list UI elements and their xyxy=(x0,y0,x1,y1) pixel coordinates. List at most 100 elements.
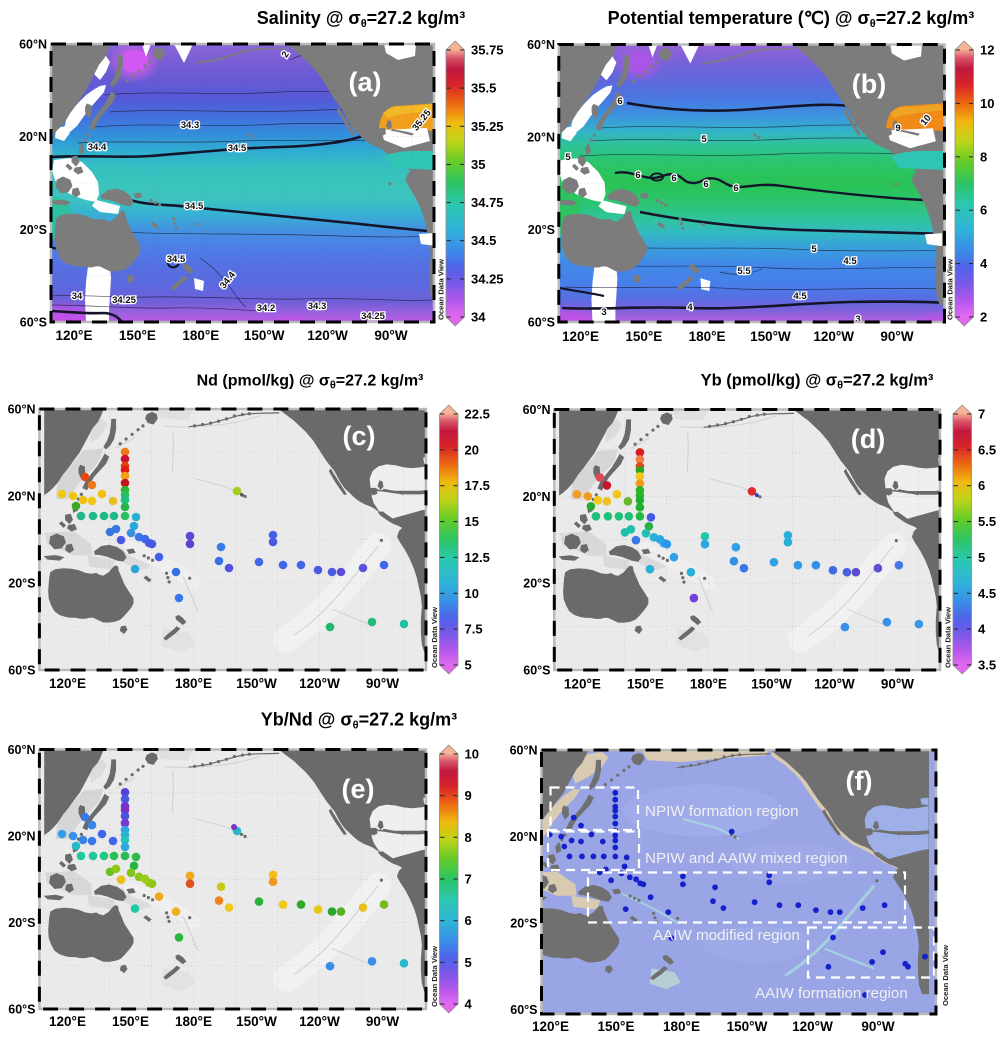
svg-text:Yb (pmol/kg) @ σθ=27.2 kg/m³: Yb (pmol/kg) @ σθ=27.2 kg/m³ xyxy=(701,372,934,392)
svg-text:180°E: 180°E xyxy=(689,329,726,344)
svg-text:150°W: 150°W xyxy=(750,329,791,344)
svg-text:120°W: 120°W xyxy=(307,328,348,343)
svg-text:22.5: 22.5 xyxy=(465,407,490,422)
svg-text:60°S: 60°S xyxy=(20,316,47,330)
svg-text:34.5: 34.5 xyxy=(167,254,186,265)
svg-text:120°E: 120°E xyxy=(49,676,86,691)
svg-text:20°S: 20°S xyxy=(8,916,35,930)
svg-text:4: 4 xyxy=(980,256,988,271)
svg-text:Ocean Data View: Ocean Data View xyxy=(941,945,950,1006)
svg-text:120°W: 120°W xyxy=(814,677,855,692)
svg-text:20°N: 20°N xyxy=(8,830,36,844)
svg-text:120°E: 120°E xyxy=(564,677,601,692)
svg-text:120°E: 120°E xyxy=(49,1014,86,1029)
svg-text:AAIW formation region: AAIW formation region xyxy=(755,985,908,1002)
svg-text:10: 10 xyxy=(980,96,994,111)
svg-text:35: 35 xyxy=(471,157,485,172)
svg-text:4.5: 4.5 xyxy=(843,256,857,267)
svg-text:150°W: 150°W xyxy=(236,1014,277,1029)
svg-text:180°E: 180°E xyxy=(182,328,219,343)
svg-text:Yb/Nd @ σθ=27.2 kg/m³: Yb/Nd @ σθ=27.2 kg/m³ xyxy=(261,710,457,732)
svg-text:60°N: 60°N xyxy=(510,744,538,758)
svg-text:35.25: 35.25 xyxy=(471,119,504,134)
svg-text:(f): (f) xyxy=(846,766,873,796)
svg-text:3: 3 xyxy=(601,307,606,318)
svg-text:60°N: 60°N xyxy=(8,403,36,417)
svg-text:34: 34 xyxy=(471,310,486,325)
svg-text:60°S: 60°S xyxy=(510,1003,537,1017)
svg-text:120°W: 120°W xyxy=(299,676,340,691)
svg-text:60°N: 60°N xyxy=(523,403,551,417)
svg-text:150°W: 150°W xyxy=(244,328,285,343)
svg-text:6: 6 xyxy=(617,96,622,107)
svg-text:34.5: 34.5 xyxy=(471,233,496,248)
svg-text:34.25: 34.25 xyxy=(471,271,504,286)
svg-text:60°S: 60°S xyxy=(528,316,555,330)
svg-text:15: 15 xyxy=(465,514,479,529)
svg-text:6: 6 xyxy=(978,478,985,493)
svg-text:5: 5 xyxy=(565,152,571,163)
svg-text:2: 2 xyxy=(980,310,987,325)
svg-text:34.4: 34.4 xyxy=(88,142,107,153)
svg-text:(c): (c) xyxy=(343,421,376,451)
svg-text:5: 5 xyxy=(811,244,817,255)
svg-text:8: 8 xyxy=(465,830,472,845)
svg-text:34.75: 34.75 xyxy=(471,195,504,210)
svg-text:90°W: 90°W xyxy=(861,1019,894,1034)
svg-text:34.2: 34.2 xyxy=(257,303,276,314)
svg-text:5: 5 xyxy=(701,134,707,145)
svg-text:180°E: 180°E xyxy=(175,1014,212,1029)
svg-text:5.5: 5.5 xyxy=(737,266,751,277)
svg-text:Nd (pmol/kg) @ σθ=27.2 kg/m³: Nd (pmol/kg) @ σθ=27.2 kg/m³ xyxy=(197,373,424,392)
svg-text:90°W: 90°W xyxy=(880,329,913,344)
svg-text:20°N: 20°N xyxy=(523,490,551,504)
svg-text:20°N: 20°N xyxy=(527,131,555,145)
svg-text:20°S: 20°S xyxy=(510,917,537,931)
svg-text:6.5: 6.5 xyxy=(978,442,996,457)
svg-text:20°S: 20°S xyxy=(8,577,35,591)
svg-text:Ocean Data View: Ocean Data View xyxy=(430,607,439,668)
svg-text:6: 6 xyxy=(465,913,472,928)
svg-text:5: 5 xyxy=(465,658,472,673)
svg-text:35.75: 35.75 xyxy=(471,43,504,58)
svg-text:(b): (b) xyxy=(852,69,886,99)
svg-text:90°W: 90°W xyxy=(374,328,407,343)
svg-text:NPIW and AAIW mixed region: NPIW and AAIW mixed region xyxy=(645,850,848,867)
svg-text:3: 3 xyxy=(855,314,860,325)
svg-text:20°S: 20°S xyxy=(528,223,555,237)
svg-text:6: 6 xyxy=(635,170,640,181)
svg-text:NPIW formation region: NPIW formation region xyxy=(645,803,799,820)
svg-text:34.5: 34.5 xyxy=(228,143,247,154)
svg-text:150°E: 150°E xyxy=(119,328,156,343)
svg-text:7: 7 xyxy=(465,872,472,887)
svg-text:150°E: 150°E xyxy=(598,1019,635,1034)
svg-text:150°W: 150°W xyxy=(727,1019,768,1034)
svg-text:20°S: 20°S xyxy=(523,577,550,591)
svg-text:20: 20 xyxy=(465,442,479,457)
svg-text:6: 6 xyxy=(671,173,676,184)
svg-text:20°N: 20°N xyxy=(8,490,36,504)
svg-text:5: 5 xyxy=(978,550,985,565)
svg-text:60°N: 60°N xyxy=(19,38,47,52)
svg-text:AAIW modified region: AAIW modified region xyxy=(653,927,800,944)
svg-text:150°E: 150°E xyxy=(112,676,149,691)
svg-text:12.5: 12.5 xyxy=(465,550,490,565)
svg-text:9: 9 xyxy=(895,123,900,134)
svg-text:150°W: 150°W xyxy=(751,677,792,692)
svg-text:120°W: 120°W xyxy=(792,1019,833,1034)
svg-text:34: 34 xyxy=(72,291,83,302)
svg-text:20°S: 20°S xyxy=(20,223,47,237)
svg-text:34.25: 34.25 xyxy=(112,295,136,306)
svg-text:4: 4 xyxy=(465,997,473,1012)
svg-text:120°E: 120°E xyxy=(56,328,93,343)
svg-text:20°N: 20°N xyxy=(19,130,47,144)
svg-text:60°S: 60°S xyxy=(8,664,35,678)
svg-text:Ocean Data View: Ocean Data View xyxy=(944,607,953,668)
svg-text:150°W: 150°W xyxy=(236,676,277,691)
svg-text:60°N: 60°N xyxy=(8,743,36,757)
svg-text:9: 9 xyxy=(465,788,472,803)
svg-text:7.5: 7.5 xyxy=(465,622,483,637)
svg-text:3.5: 3.5 xyxy=(978,658,996,673)
svg-text:120°E: 120°E xyxy=(562,329,599,344)
svg-text:8: 8 xyxy=(980,149,987,164)
